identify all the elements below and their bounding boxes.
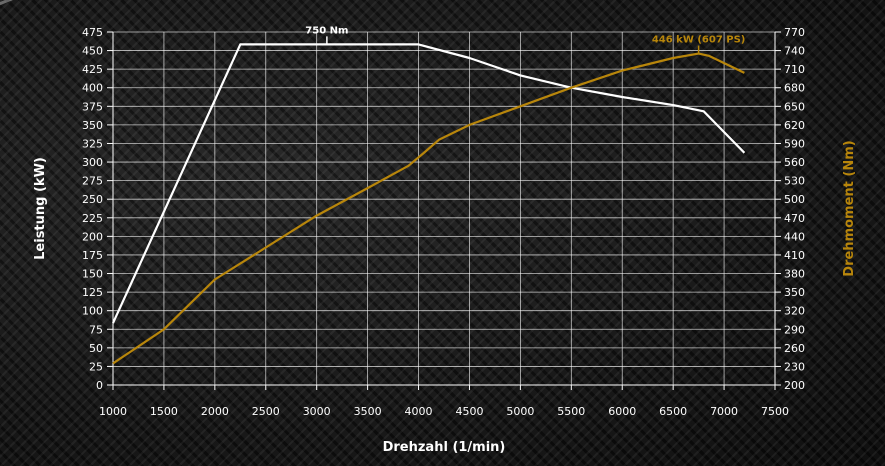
- left-axis-tick-label: 300: [82, 156, 103, 169]
- right-axis-tick-label: 500: [784, 193, 805, 206]
- left-axis-tick-label: 225: [82, 212, 103, 225]
- x-axis-tick-label: 1000: [99, 405, 127, 418]
- right-axis-tick-label: 770: [784, 26, 805, 39]
- right-axis-tick-label: 560: [784, 156, 805, 169]
- left-axis-tick-label: 25: [89, 360, 103, 373]
- right-axis-tick-label: 740: [784, 45, 805, 58]
- left-axis-tick-label: 125: [82, 286, 103, 299]
- left-axis-tick-label: 400: [82, 82, 103, 95]
- x-axis-tick-label: 4500: [455, 405, 483, 418]
- left-axis-tick-label: 475: [82, 26, 103, 39]
- x-axis-tick-label: 6000: [608, 405, 636, 418]
- annotation-label: 750 Nm: [305, 25, 348, 36]
- left-axis-tick-label: 75: [89, 323, 103, 336]
- left-axis-tick-label: 100: [82, 305, 103, 318]
- left-axis-tick-label: 150: [82, 268, 103, 281]
- right-axis-tick-label: 230: [784, 360, 805, 373]
- x-axis-tick-label: 6500: [659, 405, 687, 418]
- left-axis-tick-label: 425: [82, 63, 103, 76]
- left-axis-tick-label: 50: [89, 342, 103, 355]
- x-axis-tick-label: 7500: [761, 405, 789, 418]
- x-axis-tick-label: 7000: [710, 405, 738, 418]
- right-axis-tick-label: 380: [784, 268, 805, 281]
- x-axis-tick-label: 3500: [354, 405, 382, 418]
- x-axis-tick-label: 3000: [303, 405, 331, 418]
- left-axis-tick-label: 200: [82, 230, 103, 243]
- x-axis-tick-label: 5500: [557, 405, 585, 418]
- power-curve-line: [112, 52, 745, 365]
- right-axis-tick-label: 710: [784, 63, 805, 76]
- right-axis-tick-label: 410: [784, 249, 805, 262]
- right-axis-tick-label: 290: [784, 323, 805, 336]
- x-axis-tick-label: 4000: [405, 405, 433, 418]
- x-axis-tick-label: 2500: [252, 405, 280, 418]
- right-axis-tick-label: 440: [784, 230, 805, 243]
- y-axis-right-title: Drehmoment (Nm): [842, 140, 857, 276]
- right-axis-tick-label: 650: [784, 100, 805, 113]
- left-axis-tick-label: 325: [82, 137, 103, 150]
- left-axis-tick-label: 275: [82, 175, 103, 188]
- annotation-label: 446 kW (607 PS): [652, 35, 746, 46]
- x-axis-tick-label: 1500: [150, 405, 178, 418]
- left-axis-tick-label: 250: [82, 193, 103, 206]
- right-axis-tick-label: 530: [784, 175, 805, 188]
- y-axis-left-title: Leistung (kW): [33, 157, 48, 260]
- right-axis-tick-label: 620: [784, 119, 805, 132]
- x-axis-tick-label: 2000: [201, 405, 229, 418]
- right-axis-tick-label: 320: [784, 305, 805, 318]
- right-axis-tick-label: 200: [784, 379, 805, 392]
- left-axis-tick-label: 350: [82, 119, 103, 132]
- x-axis-title: Drehzahl (1/min): [383, 440, 506, 455]
- left-axis-tick-label: 175: [82, 249, 103, 262]
- left-axis-tick-label: 450: [82, 45, 103, 58]
- left-axis-tick-label: 0: [96, 379, 103, 392]
- right-axis-tick-label: 680: [784, 82, 805, 95]
- right-axis-tick-label: 590: [784, 137, 805, 150]
- left-axis-tick-label: 375: [82, 100, 103, 113]
- right-axis-tick-label: 260: [784, 342, 805, 355]
- right-axis-tick-label: 350: [784, 286, 805, 299]
- x-axis-tick-label: 5000: [506, 405, 534, 418]
- right-axis-tick-label: 470: [784, 212, 805, 225]
- torque-curve-line: [111, 43, 746, 324]
